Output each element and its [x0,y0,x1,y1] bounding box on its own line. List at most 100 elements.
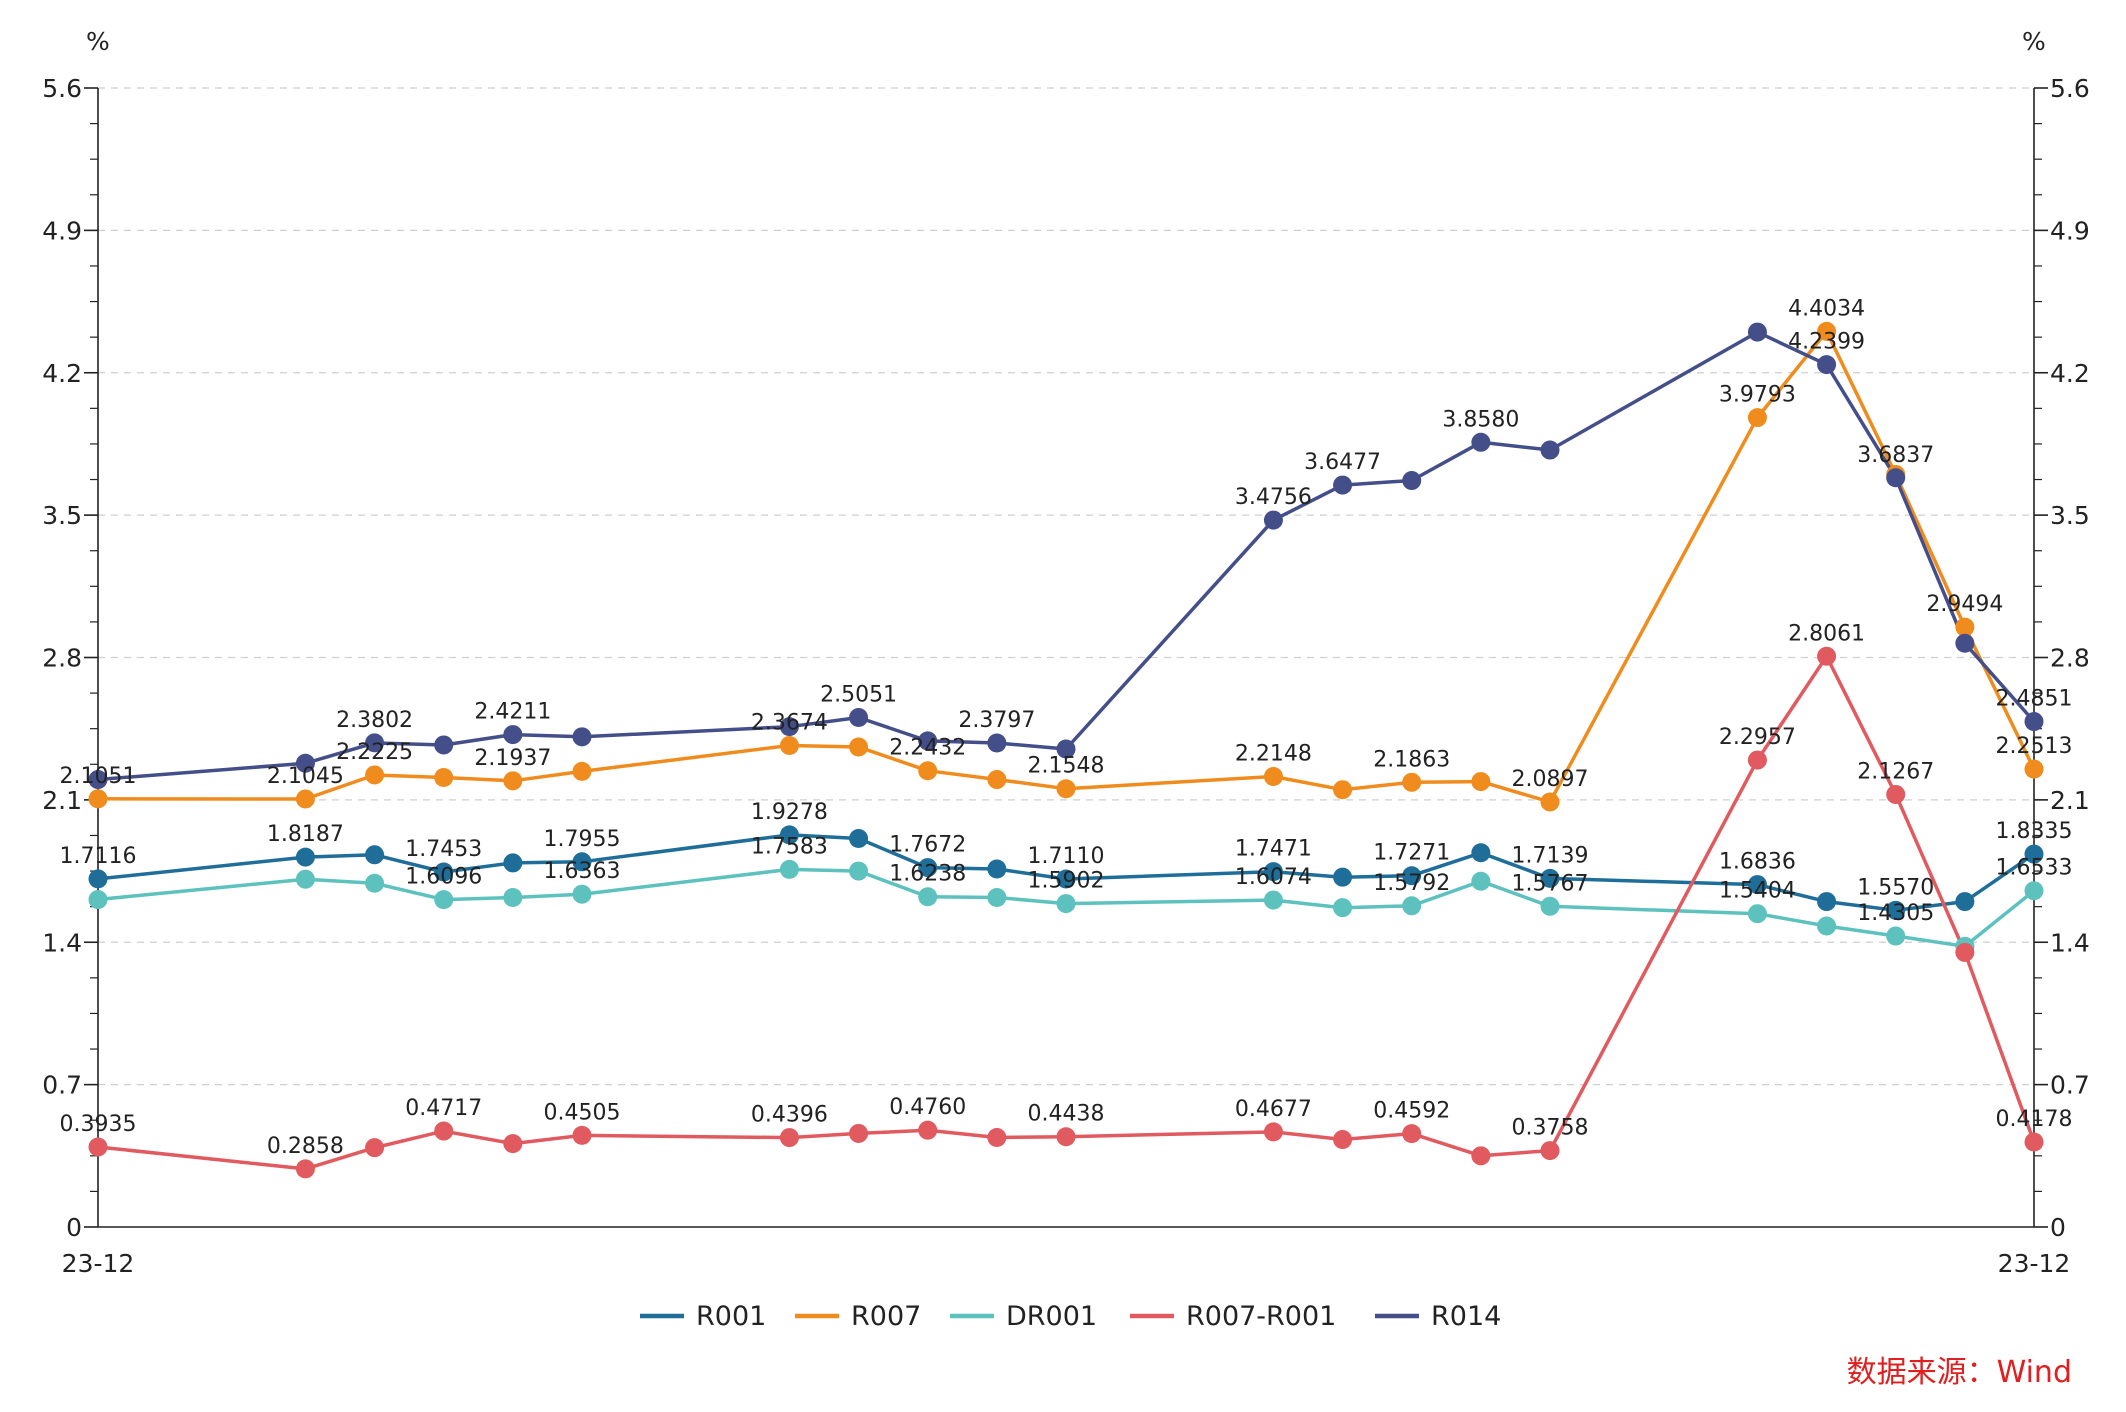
data-label-r014-2: 2.3802 [336,708,413,733]
data-label-dr001-6: 1.7583 [751,834,828,859]
point-r007-0 [88,789,108,809]
point-r014-8 [918,731,938,751]
point-r001-18 [1886,900,1906,920]
point-r007-14 [1471,772,1491,792]
data-source-note: 数据来源：Wind [1847,1355,2072,1390]
point-r001-3 [434,862,454,882]
point-dr001-7 [849,861,869,881]
data-label-r001-1: 1.8187 [267,822,344,847]
left-tick-label-0: 0 [66,1213,82,1242]
point-dr001-4 [503,888,523,908]
data-label-r007-r001-10: 0.4438 [1028,1102,1105,1127]
data-label-r007-r001-20: 0.4178 [1996,1107,2073,1132]
point-r007-10 [1056,779,1076,799]
point-r001-15 [1540,868,1560,888]
point-r007-r001-3 [434,1121,454,1141]
legend-label-r007: R007 [851,1301,921,1332]
right-tick-label-4: 2.8 [2050,644,2090,673]
data-label-dr001-16: 1.5404 [1719,879,1796,904]
left-tick-label-7: 4.9 [42,216,82,245]
point-r007-r001-15 [1540,1141,1560,1161]
data-label-r014-4: 2.4211 [474,700,551,725]
left-tick-label-6: 4.2 [42,359,82,388]
left-tick-label-8: 5.6 [42,74,82,103]
data-label-r001-15: 1.7139 [1512,843,1589,868]
data-label-dr001-8: 1.6238 [889,862,966,887]
point-r014-14 [1471,432,1491,452]
left-unit-label: % [86,27,110,56]
data-label-r007-r001-1: 0.2858 [267,1134,344,1159]
point-dr001-20 [2024,881,2044,901]
point-r007-r001-8 [918,1120,938,1140]
point-r007-r001-17 [1817,646,1837,666]
data-label-r014-7: 2.5051 [820,682,897,707]
point-r014-19 [1955,633,1975,653]
data-label-dr001-3: 1.6096 [405,865,482,890]
data-label-dr001-20: 1.6533 [1996,856,2073,881]
point-r014-20 [2024,712,2044,732]
data-label-r007-10: 2.1548 [1028,754,1105,779]
data-label-r001-18: 1.5570 [1857,875,1934,900]
data-label-r007-11: 2.2148 [1235,742,1312,767]
point-r007-11 [1263,767,1283,787]
data-label-r007-r001-15: 0.3758 [1512,1116,1589,1141]
data-label-r007-6: 2.3674 [751,710,828,735]
left-tick-label-3: 2.1 [42,786,82,815]
point-r001-20 [2024,844,2044,864]
point-r007-2 [365,765,385,785]
data-label-r014-17: 4.2399 [1788,330,1865,355]
legend-label-r001: R001 [696,1301,766,1332]
point-r014-11 [1263,510,1283,530]
point-r007-r001-18 [1886,784,1906,804]
x-tick-label-end: 23-12 [1998,1249,2071,1278]
left-tick-label-5: 3.5 [42,501,82,530]
point-r007-7 [849,737,869,757]
point-r007-12 [1333,780,1353,800]
data-label-r014-11: 3.4756 [1235,485,1312,510]
point-r001-4 [503,853,523,873]
point-r001-0 [88,869,108,889]
point-r007-r001-4 [503,1134,523,1154]
point-dr001-13 [1402,896,1422,916]
point-r007-r001-12 [1333,1130,1353,1150]
data-label-dr001-13: 1.5792 [1373,871,1450,896]
point-dr001-6 [779,859,799,879]
point-r014-9 [987,733,1007,753]
point-r007-17 [1817,321,1837,341]
point-r007-6 [779,735,799,755]
point-dr001-0 [88,890,108,910]
point-r001-6 [779,825,799,845]
point-dr001-2 [365,873,385,893]
data-label-dr001-18: 1.4305 [1857,901,1934,926]
point-r014-4 [503,725,523,745]
point-r014-3 [434,735,454,755]
point-r001-14 [1471,843,1491,863]
data-label-r007-13: 2.1863 [1373,747,1450,772]
point-r007-r001-11 [1263,1122,1283,1142]
point-r001-7 [849,829,869,849]
point-r007-4 [503,771,523,791]
point-r007-9 [987,770,1007,790]
point-r001-13 [1402,866,1422,886]
data-label-r007-r001-13: 0.4592 [1373,1099,1450,1124]
data-label-dr001-5: 1.6363 [544,859,621,884]
point-r014-2 [365,733,385,753]
point-dr001-8 [918,887,938,907]
point-r001-1 [295,847,315,867]
data-label-r007-r001-6: 0.4396 [751,1103,828,1128]
point-r014-13 [1402,471,1422,491]
data-label-r001-6: 1.9278 [751,800,828,825]
point-r014-16 [1747,322,1767,342]
point-r007-r001-19 [1955,942,1975,962]
data-label-r007-4: 2.1937 [474,746,551,771]
point-dr001-10 [1056,894,1076,914]
point-r014-6 [779,717,799,737]
data-label-r007-r001-17: 2.8061 [1788,621,1865,646]
point-r007-r001-16 [1747,750,1767,770]
point-dr001-15 [1540,896,1560,916]
data-label-dr001-15: 1.5767 [1512,871,1589,896]
data-label-dr001-11: 1.6074 [1235,865,1312,890]
data-label-r007-r001-16: 2.2957 [1719,725,1796,750]
point-r007-r001-13 [1402,1124,1422,1144]
